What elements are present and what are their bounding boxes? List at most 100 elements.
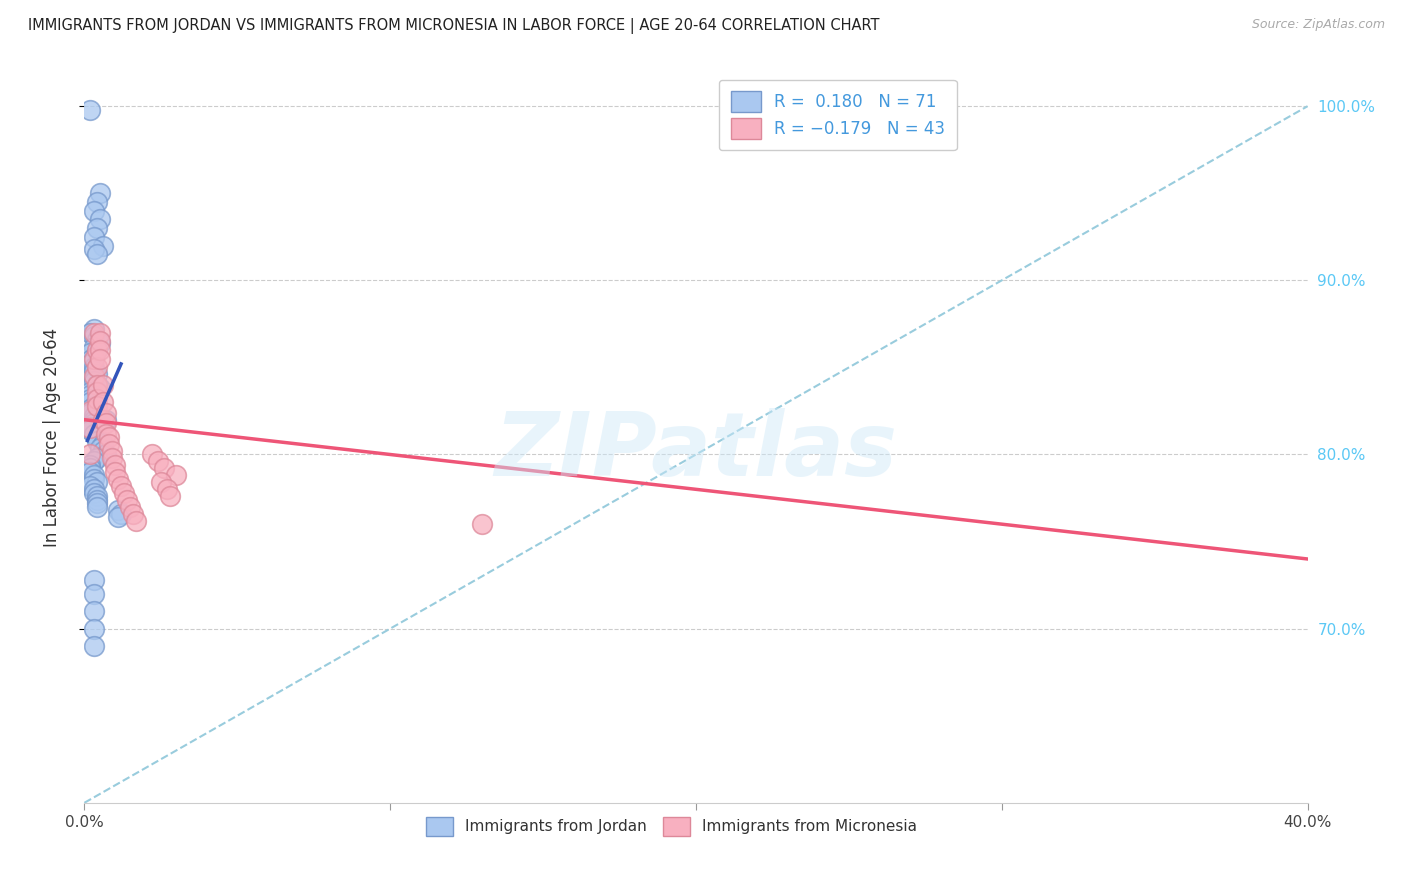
Point [107,472,129,486]
Point [91,437,114,451]
Point [79,423,101,437]
Point [79,395,101,409]
Point [107,510,129,524]
Point [97,437,120,451]
Point [83,409,105,424]
Point [86,343,108,357]
Point [83,573,105,587]
Point [159,489,181,503]
Point [79,419,101,434]
Point [83,229,105,244]
Point [79,357,101,371]
Legend: Immigrants from Jordan, Immigrants from Micronesia: Immigrants from Jordan, Immigrants from … [415,806,928,847]
Text: ZIPatlas: ZIPatlas [495,409,897,495]
Point [86,475,108,490]
Point [79,353,101,368]
Point [86,399,108,413]
Point [91,412,114,426]
Point [86,489,108,503]
Point [83,483,105,497]
Point [94,426,117,441]
Point [94,406,117,420]
Point [83,364,105,378]
Point [83,472,105,486]
Point [79,402,101,417]
Point [83,622,105,636]
Point [79,461,101,475]
Point [86,492,108,507]
Point [83,426,105,441]
Point [86,360,108,375]
Point [79,465,101,479]
Point [125,514,148,528]
Point [86,450,108,465]
Point [94,416,117,430]
Point [83,329,105,343]
Point [89,381,111,395]
Point [110,507,132,521]
Point [94,448,117,462]
Point [89,326,111,340]
Point [79,421,101,435]
Point [89,186,111,201]
Point [122,507,145,521]
Point [79,458,101,472]
Point [91,377,114,392]
Point [83,322,105,336]
Point [156,483,179,497]
Point [149,475,172,490]
Point [83,468,105,483]
Point [79,392,101,406]
Point [79,448,101,462]
Point [86,434,108,448]
Point [79,479,101,493]
Point [86,377,108,392]
Point [107,503,129,517]
Point [86,221,108,235]
Point [83,350,105,364]
Point [89,334,111,349]
Point [83,375,105,389]
Point [83,369,105,384]
Point [83,604,105,618]
Point [101,450,124,465]
Point [79,406,101,420]
Point [86,194,108,209]
Point [94,412,117,426]
Point [153,461,176,475]
Point [89,212,111,227]
Point [141,448,163,462]
Point [146,454,169,468]
Y-axis label: In Labor Force | Age 20-64: In Labor Force | Age 20-64 [42,327,60,547]
Point [86,368,108,382]
Point [97,430,120,444]
Point [120,500,142,514]
Point [79,346,101,360]
Point [83,326,105,340]
Point [86,333,108,347]
Point [104,458,127,472]
Point [86,496,108,510]
Point [83,339,105,353]
Point [165,468,187,483]
Point [110,479,132,493]
Point [83,203,105,218]
Point [91,395,114,409]
Point [89,441,111,455]
Point [115,492,138,507]
Text: Source: ZipAtlas.com: Source: ZipAtlas.com [1251,18,1385,31]
Point [89,336,111,351]
Point [86,430,108,444]
Point [91,238,114,252]
Point [83,485,105,500]
Point [86,384,108,399]
Point [471,517,494,532]
Point [86,343,108,357]
Point [104,465,127,479]
Point [89,343,111,357]
Point [86,247,108,261]
Point [91,444,114,458]
Point [112,485,135,500]
Point [83,639,105,653]
Point [79,326,101,340]
